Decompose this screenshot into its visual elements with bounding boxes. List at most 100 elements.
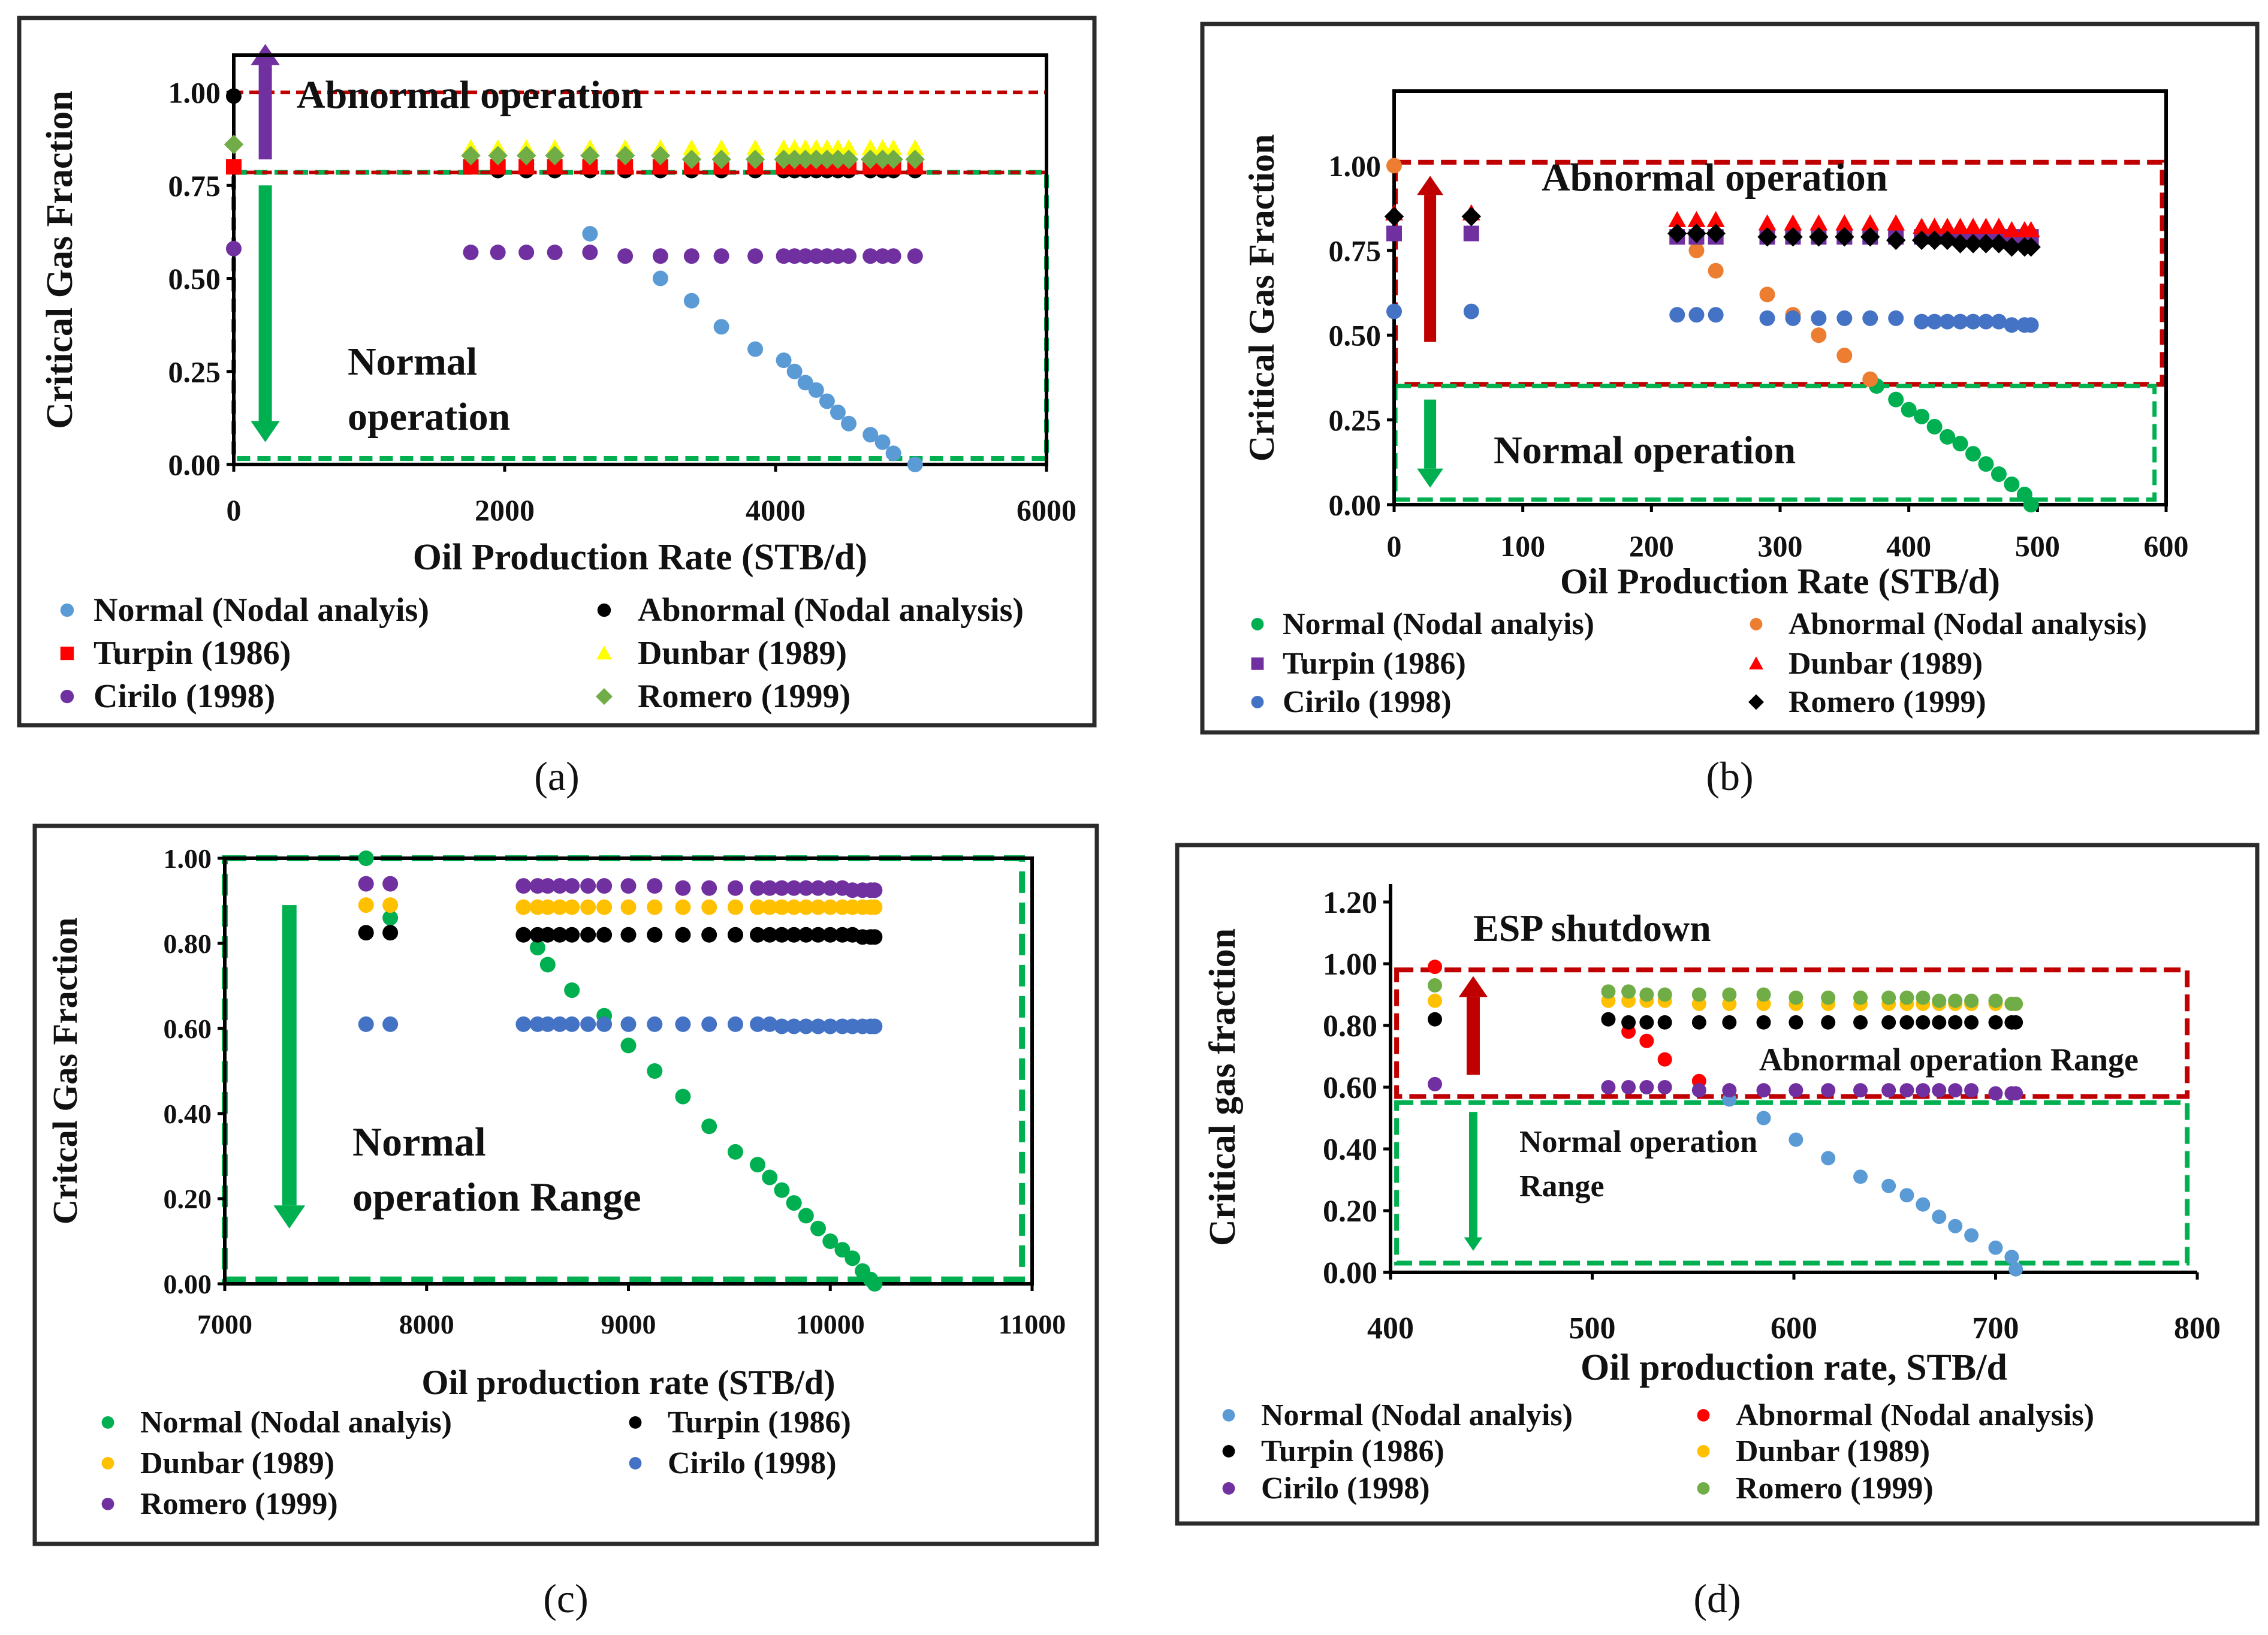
panel-frame	[32, 823, 1099, 1546]
x-tick-label: 7000	[197, 1309, 252, 1340]
data-point	[776, 248, 792, 264]
data-point	[1978, 313, 1994, 330]
data-point	[1926, 313, 1943, 330]
data-point	[786, 899, 802, 915]
data-point	[2008, 1262, 2023, 1277]
series-cirilo-1998-	[358, 1016, 883, 1034]
legend-label: Normal (Nodal analyis)	[1261, 1398, 1573, 1432]
data-point	[1940, 313, 1956, 330]
data-point	[647, 899, 663, 915]
x-tick-label: 600	[1771, 1311, 1817, 1346]
data-point	[1639, 987, 1654, 1002]
data-point	[1888, 310, 1904, 326]
data-point	[1916, 990, 1931, 1005]
normal-arrow-shaft	[258, 185, 272, 421]
data-point	[650, 146, 671, 165]
legend-label: Romero (1999)	[638, 678, 850, 715]
panel-frame	[1175, 843, 2260, 1526]
data-point	[1950, 234, 1970, 254]
data-point	[798, 1018, 814, 1034]
y-tick-label: 1.00	[1329, 149, 1382, 183]
data-point	[1621, 984, 1636, 999]
plot-area	[223, 856, 1034, 1286]
legend-marker	[1697, 1444, 1710, 1458]
data-point	[2023, 497, 2039, 512]
data-point	[867, 929, 883, 945]
data-point	[839, 149, 859, 170]
data-point	[747, 248, 764, 264]
data-point	[810, 1018, 827, 1034]
legend-marker	[60, 689, 74, 704]
data-point	[358, 1016, 374, 1032]
data-point	[1657, 1080, 1672, 1094]
data-point	[647, 878, 663, 894]
x-tick-label: 200	[1629, 529, 1674, 563]
data-point	[1964, 1228, 1979, 1243]
data-point	[539, 899, 556, 915]
x-tick-label: 400	[1367, 1311, 1414, 1346]
y-tick-label: 0.75	[168, 169, 221, 203]
data-point	[1789, 1083, 1803, 1098]
abnormal-operation-label: Abnormal operation	[1542, 156, 1888, 200]
data-point	[1463, 225, 1479, 242]
data-point	[1601, 984, 1616, 999]
series-romero-1999-	[1384, 207, 2041, 257]
data-point	[873, 149, 892, 170]
legend-label: Dunbar (1989)	[1789, 647, 1983, 681]
data-point	[786, 363, 803, 379]
data-point	[750, 1157, 766, 1173]
series-cirilo-1998-	[1386, 303, 2039, 333]
data-point	[682, 139, 701, 156]
data-point	[2008, 996, 2023, 1011]
data-point	[713, 319, 729, 335]
legend-marker	[1697, 1482, 1710, 1495]
data-point	[539, 957, 556, 973]
data-point	[1384, 207, 1404, 227]
legend-marker	[1222, 1444, 1235, 1458]
data-point	[226, 159, 242, 175]
data-point	[822, 1233, 839, 1249]
data-point	[1887, 214, 1905, 231]
legend-marker	[1748, 694, 1764, 710]
data-point	[750, 899, 766, 915]
panel-frame	[1200, 22, 2260, 735]
data-point	[1881, 1015, 1896, 1030]
data-point	[620, 927, 637, 943]
data-point	[1789, 990, 1803, 1005]
data-point	[745, 149, 765, 170]
data-point	[1691, 1015, 1706, 1030]
data-point	[1899, 1083, 1914, 1098]
y-tick-label: 0.25	[168, 355, 221, 388]
data-point	[727, 1144, 743, 1160]
data-point	[1783, 227, 1803, 247]
data-point	[1963, 234, 1983, 254]
normal-operation-label-1: Normal	[348, 340, 477, 384]
data-point	[861, 139, 880, 156]
data-point	[1691, 1083, 1706, 1098]
data-point	[1938, 218, 1957, 234]
data-point	[1861, 214, 1880, 231]
data-point	[701, 1016, 717, 1032]
y-tick-label: 0.00	[1329, 488, 1382, 522]
data-point	[382, 1016, 399, 1032]
data-point	[515, 878, 532, 894]
normal-arrow-head	[1464, 1237, 1483, 1251]
data-point	[596, 1016, 613, 1032]
data-point	[1988, 993, 2003, 1008]
data-point	[1899, 1015, 1914, 1030]
data-point	[596, 899, 613, 915]
data-point	[1988, 1086, 2003, 1101]
legend-marker	[597, 603, 611, 617]
data-point	[1428, 1012, 1443, 1027]
data-point	[564, 878, 580, 894]
data-point	[1821, 1015, 1836, 1030]
data-point	[1989, 218, 2008, 234]
data-point	[762, 1169, 778, 1185]
data-point	[1821, 1083, 1836, 1098]
data-point	[647, 1016, 663, 1032]
data-point	[224, 134, 244, 155]
data-point	[874, 248, 891, 264]
panel-frame	[17, 16, 1097, 728]
data-point	[1789, 1132, 1803, 1147]
data-point	[564, 899, 580, 915]
